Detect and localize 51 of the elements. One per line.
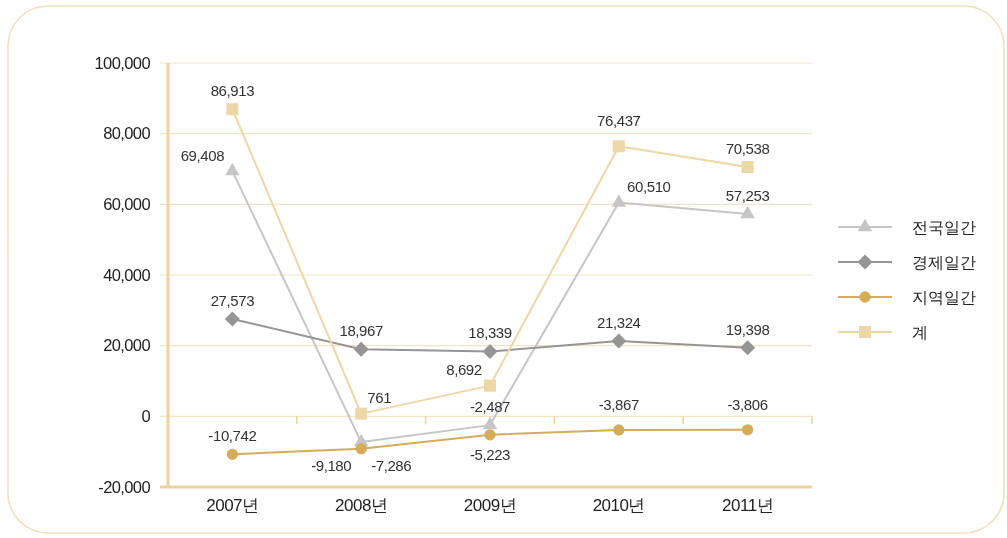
data-label: 76,437 <box>597 112 641 130</box>
legend-label: 전국일간 <box>912 218 976 236</box>
data-label: 8,692 <box>446 361 482 379</box>
y-tick-label: -20,000 <box>98 477 151 496</box>
data-label: -5,223 <box>469 445 511 463</box>
data-label: 69,408 <box>180 146 225 164</box>
point <box>484 429 496 441</box>
x-tick-label: 2010년 <box>592 496 645 515</box>
point <box>355 443 367 455</box>
point <box>353 341 369 357</box>
data-label: 86,913 <box>210 81 255 99</box>
data-label: 18,339 <box>468 324 512 342</box>
x-tick-label: 2007년 <box>206 496 259 515</box>
point <box>741 161 754 174</box>
point <box>740 340 756 356</box>
data-label: 60,510 <box>627 178 671 196</box>
y-tick-label: 40,000 <box>103 265 151 284</box>
data-label: 27,573 <box>210 291 255 309</box>
data-label: -3,867 <box>598 395 639 413</box>
y-tick-label: 20,000 <box>103 336 151 355</box>
legend-label: 지역일간 <box>912 288 976 306</box>
point <box>226 103 239 116</box>
point <box>611 333 627 349</box>
data-label: -9,180 <box>311 456 352 474</box>
legend-label: 경제일간 <box>912 253 976 271</box>
data-label: -7,286 <box>371 456 412 474</box>
data-label: 21,324 <box>597 313 641 331</box>
point <box>484 379 496 392</box>
data-label: 70,538 <box>725 139 770 157</box>
x-tick-label: 2008년 <box>335 496 388 515</box>
data-label: 18,967 <box>339 322 383 340</box>
data-label: 761 <box>367 389 392 407</box>
point <box>613 424 625 436</box>
data-label: -3,806 <box>727 395 768 413</box>
point <box>612 140 625 153</box>
data-label: -2,487 <box>469 397 511 415</box>
point <box>226 448 239 460</box>
x-tick-label: 2011년 <box>722 496 774 515</box>
x-tick-label: 2009년 <box>463 496 517 515</box>
data-label: 19,398 <box>725 320 770 338</box>
point <box>482 344 498 360</box>
y-tick-label: 100,000 <box>94 53 151 72</box>
point <box>224 311 240 327</box>
point <box>741 424 754 436</box>
y-tick-label: 60,000 <box>103 195 151 214</box>
data-label: -10,742 <box>208 427 257 445</box>
y-tick-label: 0 <box>141 407 151 426</box>
data-label: 57,253 <box>725 186 770 204</box>
y-tick-label: 80,000 <box>103 124 151 143</box>
point <box>355 407 368 420</box>
legend-label: 계 <box>912 323 928 341</box>
